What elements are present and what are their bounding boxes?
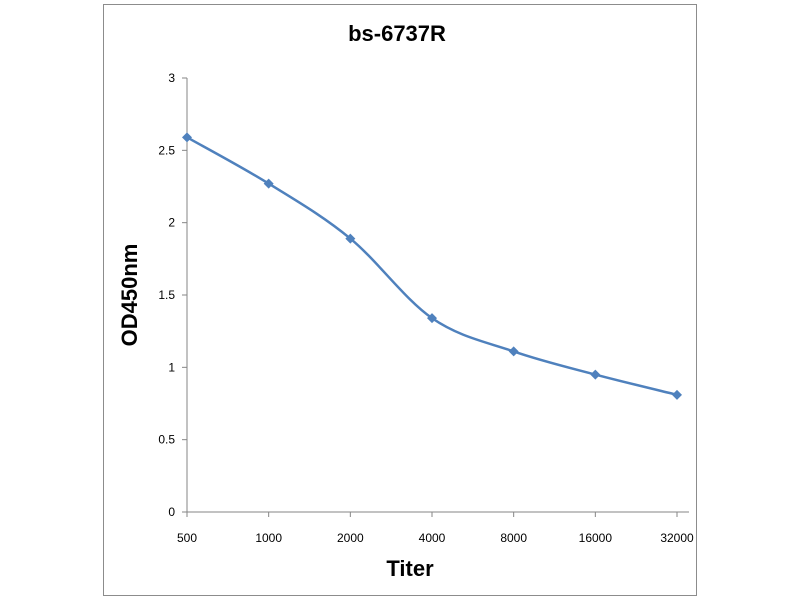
x-axis-label: Titer xyxy=(386,556,434,581)
data-point-2000 xyxy=(345,233,356,244)
x-tick-label: 500 xyxy=(177,531,197,545)
series-line xyxy=(186,136,678,397)
y-tick-label: 0 xyxy=(168,505,175,519)
y-tick-group: 0 0.5 1 1.5 2 2.5 3 xyxy=(158,71,187,519)
y-axis-label: OD450nm xyxy=(117,244,142,347)
chart-frame xyxy=(103,4,697,596)
data-point-32000 xyxy=(672,389,682,400)
data-point-4000 xyxy=(427,313,437,324)
x-tick-label: 32000 xyxy=(660,531,694,545)
x-tick-label: 4000 xyxy=(419,531,446,545)
y-tick-label: 1.5 xyxy=(158,288,175,302)
data-point-8000 xyxy=(508,346,519,357)
marker-group xyxy=(182,132,682,400)
data-point-1000 xyxy=(263,178,274,189)
data-point-16000 xyxy=(590,369,601,380)
x-tick-label: 16000 xyxy=(579,531,613,545)
y-tick-label: 2.5 xyxy=(158,143,175,157)
data-point-500 xyxy=(182,132,192,143)
x-tick-label: 8000 xyxy=(500,531,527,545)
y-tick-label: 3 xyxy=(168,71,175,85)
x-tick-label: 1000 xyxy=(255,531,282,545)
y-tick-label: 2 xyxy=(168,216,175,230)
x-tick-label: 2000 xyxy=(337,531,364,545)
y-tick-label: 1 xyxy=(168,360,175,374)
y-tick-label: 0.5 xyxy=(158,433,175,447)
x-tick-group: 500 1000 2000 4000 8000 16000 32000 xyxy=(177,512,694,545)
chart-title: bs-6737R xyxy=(348,21,446,46)
